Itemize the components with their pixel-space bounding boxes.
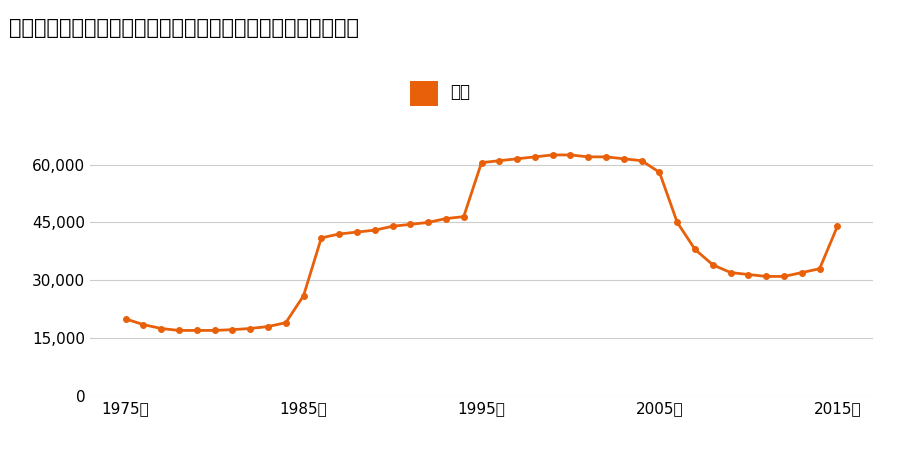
Text: 宮城県宮城郡七ケ浜町松ケ浜字南遠山１８番１１３の地価推移: 宮城県宮城郡七ケ浜町松ケ浜字南遠山１８番１１３の地価推移 (9, 18, 359, 38)
Text: 価格: 価格 (450, 83, 470, 101)
